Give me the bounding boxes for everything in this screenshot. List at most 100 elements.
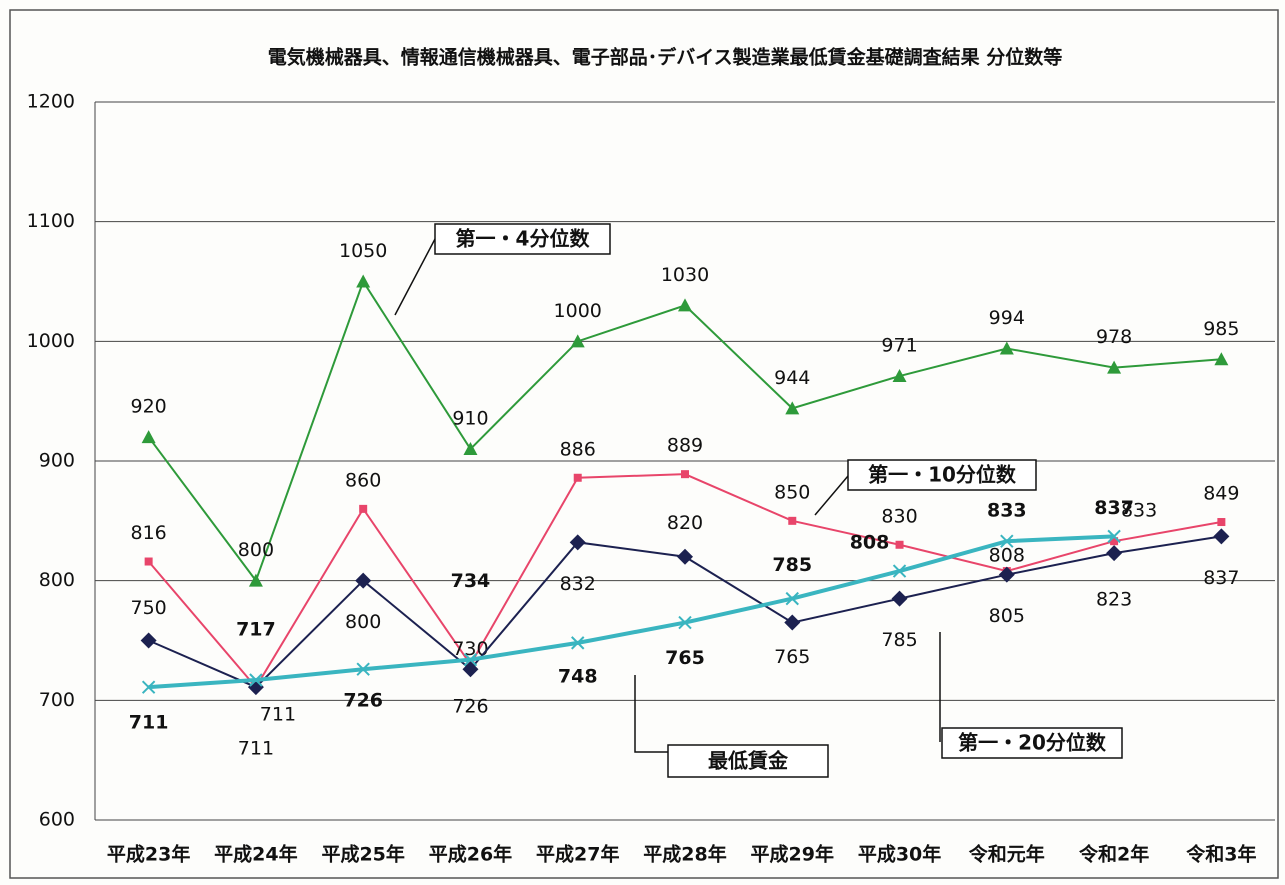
data-label: 808: [850, 532, 890, 554]
data-label: 1030: [661, 264, 709, 286]
y-tick-label: 700: [39, 689, 75, 711]
marker: [1214, 352, 1229, 366]
legend-box: [667, 744, 829, 778]
data-label: 1050: [339, 240, 387, 262]
marker: [140, 632, 157, 649]
marker: [891, 590, 908, 607]
legend-label: 第一・20分位数: [958, 731, 1107, 755]
marker: [892, 564, 907, 578]
y-tick-label: 900: [39, 450, 75, 472]
legend-box: [847, 459, 1037, 491]
marker: [677, 548, 693, 565]
data-label: 823: [1096, 589, 1132, 611]
data-label: 971: [881, 335, 917, 357]
data-label: 808: [989, 545, 1025, 567]
legend-label: 第一・10分位数: [868, 463, 1017, 487]
series-line: [147, 279, 1222, 583]
marker: [785, 401, 800, 415]
marker: [1110, 537, 1119, 546]
data-label: 886: [560, 438, 596, 460]
data-label: 711: [238, 738, 274, 760]
data-label: 785: [772, 554, 812, 576]
data-label: 717: [236, 618, 276, 640]
marker: [1217, 518, 1226, 527]
data-label: 985: [1203, 318, 1239, 340]
data-label: 832: [560, 573, 596, 595]
marker: [892, 369, 907, 383]
y-tick-label: 600: [39, 809, 75, 831]
data-label: 750: [131, 597, 167, 619]
marker: [1213, 528, 1230, 545]
marker: [1107, 529, 1121, 544]
data-label: 920: [131, 396, 167, 418]
data-label: 765: [774, 646, 810, 668]
y-tick-label: 1000: [27, 330, 75, 352]
data-label: 730: [452, 638, 488, 660]
data-label: 833: [1121, 500, 1157, 522]
x-tick-label: 平成25年: [321, 843, 404, 866]
data-label: 726: [343, 690, 383, 712]
data-label: 1000: [554, 300, 602, 322]
marker: [141, 680, 156, 694]
data-label: 944: [774, 367, 810, 389]
marker: [788, 516, 797, 525]
data-label: 800: [238, 539, 274, 561]
data-label: 800: [345, 611, 381, 633]
data-label: 849: [1203, 483, 1239, 505]
data-label: 734: [451, 570, 491, 592]
y-tick-label: 1100: [27, 210, 75, 232]
data-label: 889: [667, 435, 703, 457]
marker: [681, 470, 689, 479]
marker: [784, 614, 801, 631]
legend-label: 第一・4分位数: [456, 227, 591, 251]
marker: [463, 652, 478, 667]
callout-line: [634, 675, 668, 753]
x-tick-label: 平成30年: [858, 843, 941, 866]
data-label: 860: [345, 469, 381, 491]
callout-line: [814, 475, 849, 516]
data-label: 833: [987, 500, 1027, 522]
series-line: [148, 534, 1115, 690]
data-label: 711: [129, 712, 169, 734]
marker: [1107, 360, 1122, 374]
marker: [248, 573, 263, 587]
marker: [356, 274, 371, 288]
marker: [144, 557, 153, 566]
legend-label: 最低賃金: [708, 749, 789, 773]
callout-line: [394, 238, 436, 316]
legend-box: [434, 223, 611, 255]
x-tick-label: 平成29年: [751, 843, 834, 866]
data-label: 850: [774, 481, 810, 503]
marker: [1106, 545, 1123, 562]
data-label: 994: [989, 307, 1025, 329]
data-label: 816: [131, 522, 167, 544]
chart-title: 電気機械器具、情報通信機械器具、電子部品･デバイス製造業最低賃金基礎調査結果 分…: [268, 46, 1063, 69]
data-label: 910: [452, 408, 488, 430]
data-label: 978: [1096, 326, 1132, 348]
marker: [785, 591, 799, 606]
marker: [678, 298, 692, 312]
data-label: 830: [881, 505, 917, 527]
legend-box: [941, 727, 1123, 759]
marker: [569, 534, 586, 551]
marker: [355, 572, 372, 589]
marker: [359, 504, 368, 513]
marker: [249, 673, 263, 687]
marker: [1000, 534, 1014, 548]
chart-border: [9, 9, 1279, 879]
marker: [571, 636, 585, 650]
data-label: 837: [1094, 497, 1134, 519]
marker: [462, 661, 479, 678]
data-label: 765: [665, 647, 705, 669]
data-label: 748: [558, 665, 598, 687]
x-tick-label: 平成23年: [107, 843, 190, 866]
data-label: 820: [667, 512, 703, 534]
data-label: 726: [452, 696, 488, 718]
x-tick-label: 平成26年: [429, 843, 512, 866]
marker: [895, 540, 904, 549]
marker: [463, 442, 478, 456]
x-tick-label: 令和3年: [1186, 843, 1256, 866]
data-label: 805: [989, 605, 1025, 627]
marker: [678, 615, 692, 630]
